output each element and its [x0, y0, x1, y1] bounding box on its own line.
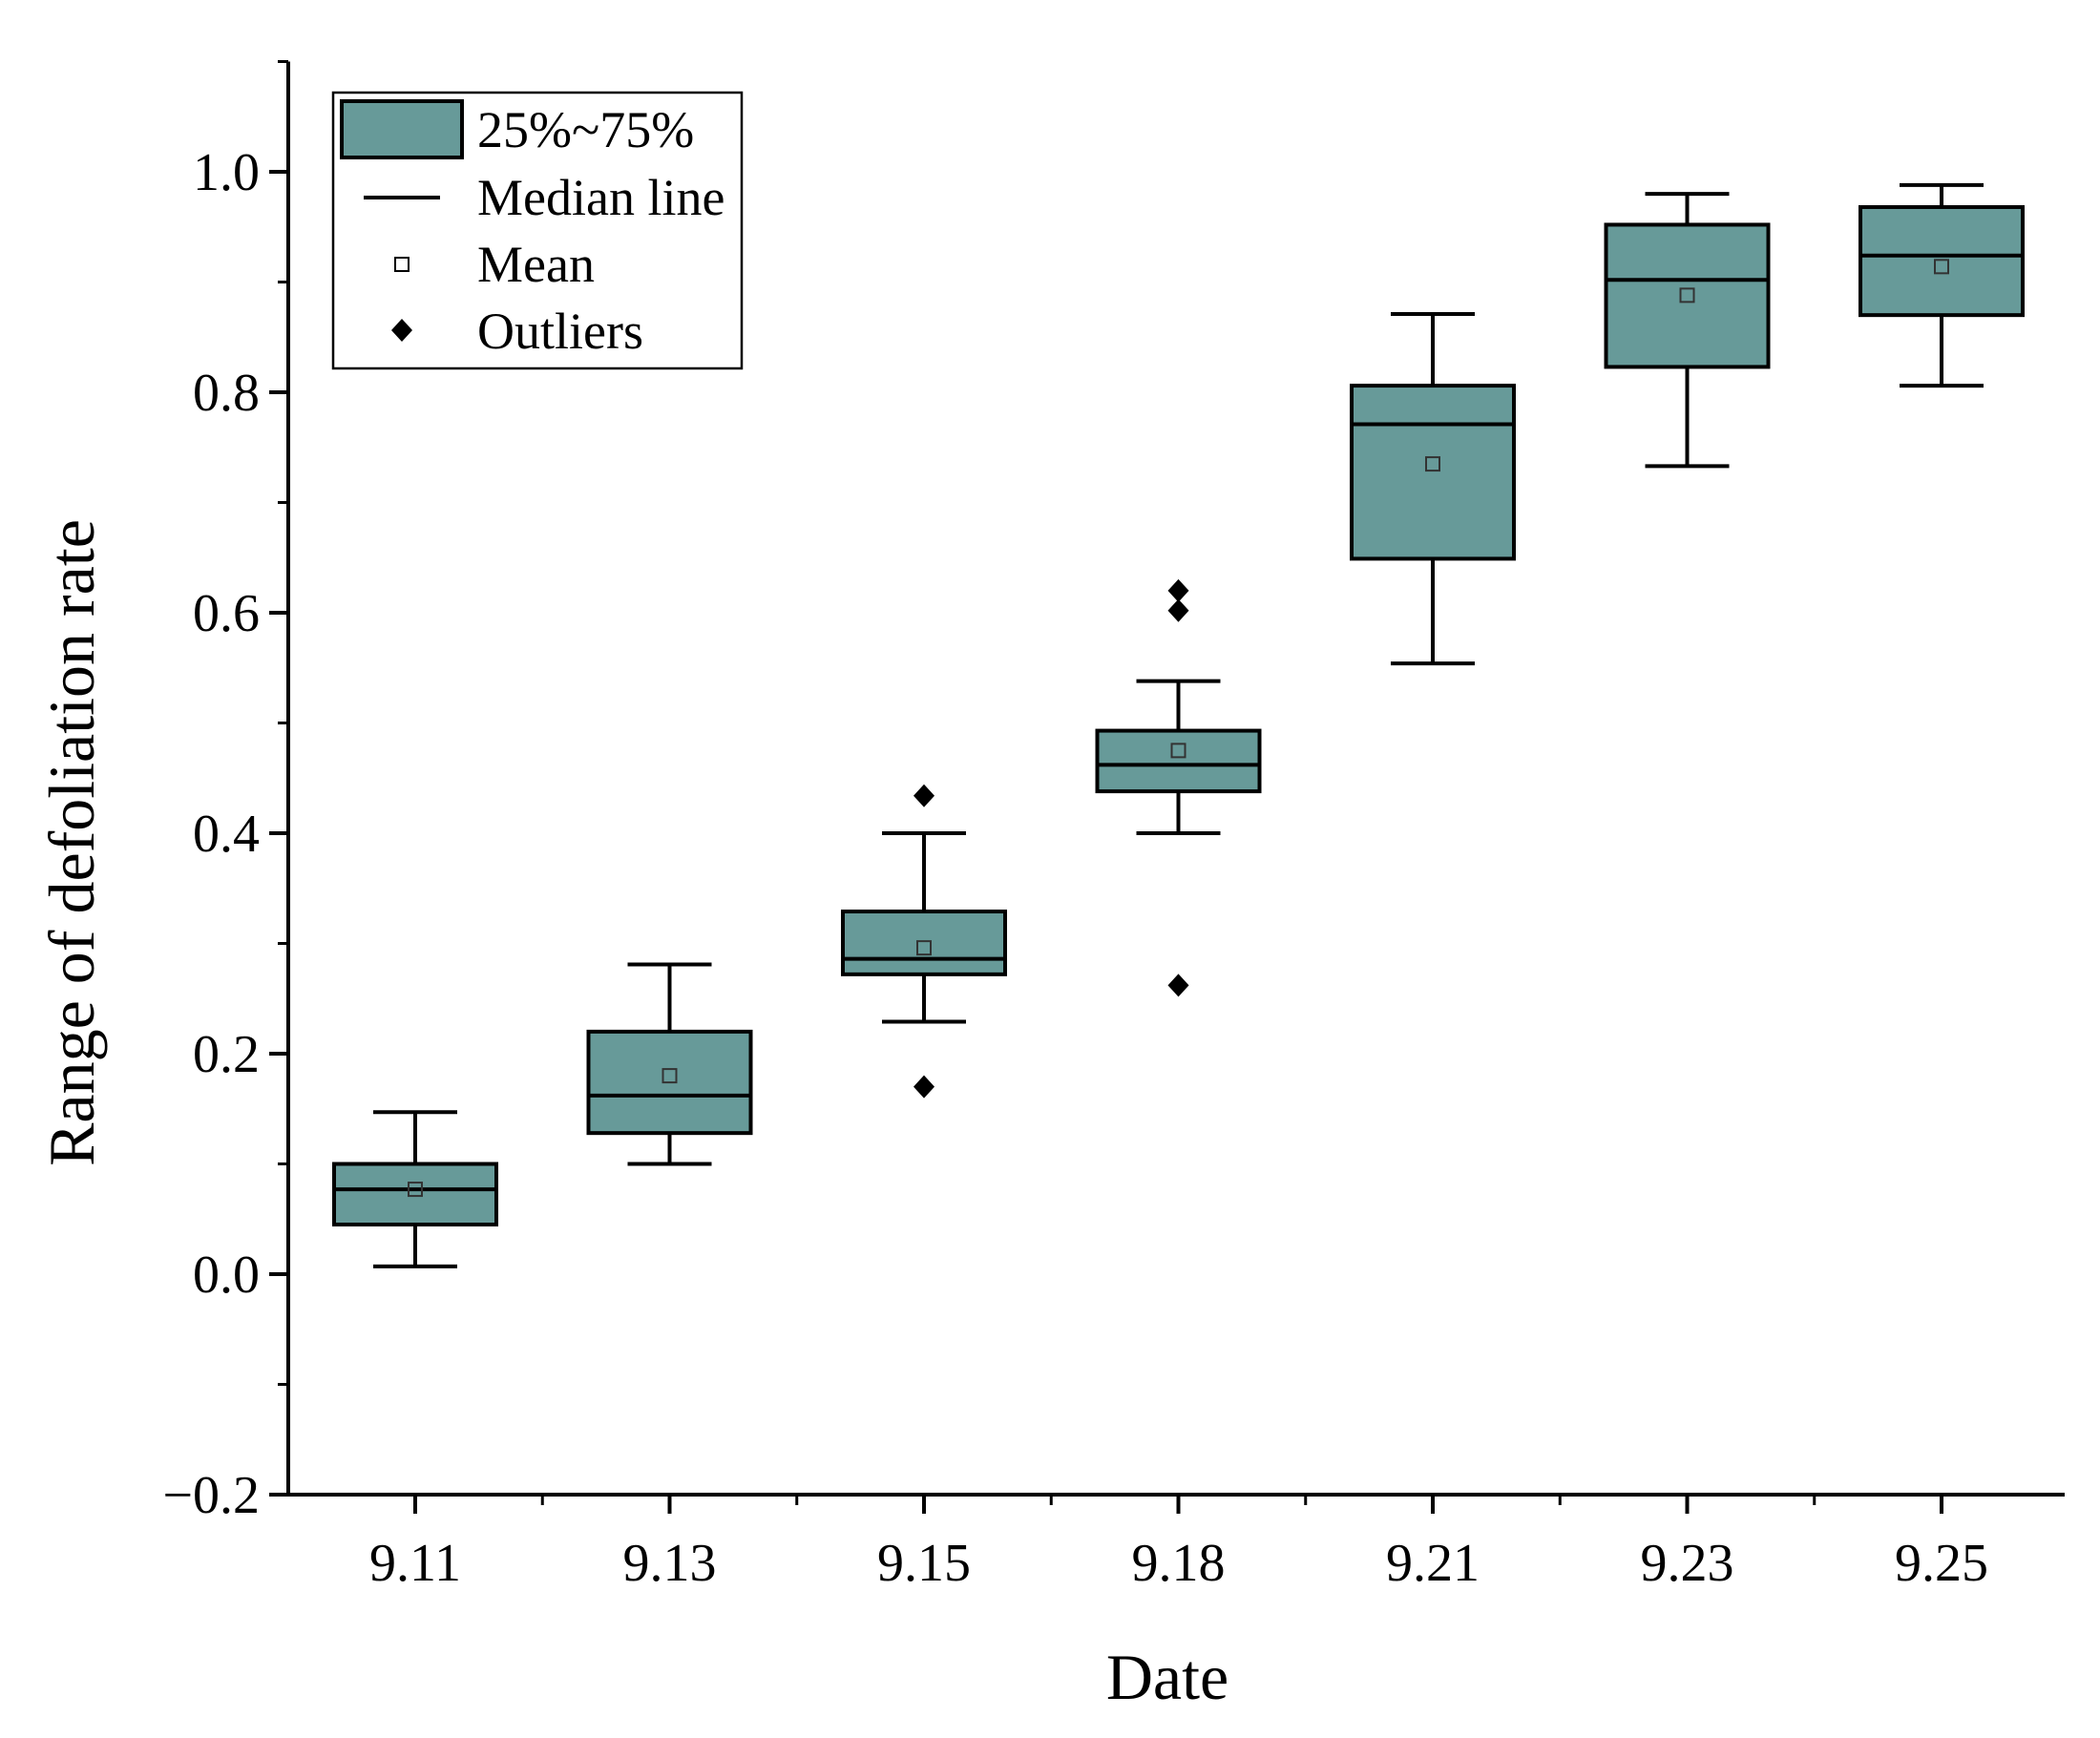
y-tick-label: 1.0	[193, 143, 260, 202]
x-tick-label: 9.25	[1895, 1534, 1988, 1593]
iqr-box	[332, 1162, 498, 1227]
iqr-box	[1858, 204, 2025, 318]
x-tick-label: 9.23	[1641, 1534, 1734, 1593]
legend-outlier-swatch	[391, 319, 412, 342]
plot-area: −0.2 0.0 0.2 0.4 0.6 0.8 1.0 9.11 9.13 9.15 9.18 9.…	[162, 60, 2065, 1593]
x-tick-label: 9.11	[369, 1534, 461, 1593]
x-tick-label: 9.21	[1386, 1534, 1480, 1593]
legend-label-outliers: Outliers	[477, 303, 643, 360]
y-tick-label: 0.0	[193, 1246, 260, 1305]
legend-mean-swatch	[394, 257, 410, 272]
outlier-point	[914, 1075, 934, 1099]
outlier-point	[914, 784, 934, 807]
legend: 25%~75% Median line Mean Outliers	[331, 91, 744, 370]
y-axis-title: Range of defoliation rate	[35, 519, 108, 1166]
mean-marker	[1170, 743, 1186, 759]
mean-marker	[408, 1182, 423, 1198]
legend-label-median: Median line	[477, 169, 724, 226]
outlier-point	[1167, 578, 1189, 602]
iqr-box	[1350, 384, 1516, 561]
x-tick-label: 9.15	[877, 1534, 971, 1593]
mean-marker	[1425, 456, 1440, 472]
legend-label-iqr: 25%~75%	[477, 101, 694, 158]
mean-marker	[662, 1068, 678, 1084]
y-tick-label: 0.2	[193, 1025, 260, 1084]
legend-label-mean: Mean	[477, 236, 595, 293]
y-tick-label: 0.6	[193, 584, 260, 643]
y-tick-label: −0.2	[162, 1466, 260, 1525]
mean-marker	[1679, 287, 1695, 304]
y-tick-label: 0.4	[193, 805, 260, 864]
iqr-box	[1095, 728, 1262, 794]
legend-box-swatch	[340, 99, 464, 159]
x-axis-title: Date	[1106, 1641, 1228, 1713]
outlier-point	[1167, 598, 1189, 622]
outlier-point	[1167, 974, 1189, 997]
iqr-box	[1604, 222, 1771, 369]
x-tick-label: 9.18	[1132, 1534, 1226, 1593]
y-tick-label: 0.8	[193, 364, 260, 423]
mean-marker	[1934, 259, 1949, 275]
iqr-box	[841, 910, 1007, 976]
mean-marker	[916, 940, 932, 956]
x-tick-label: 9.13	[623, 1534, 717, 1593]
